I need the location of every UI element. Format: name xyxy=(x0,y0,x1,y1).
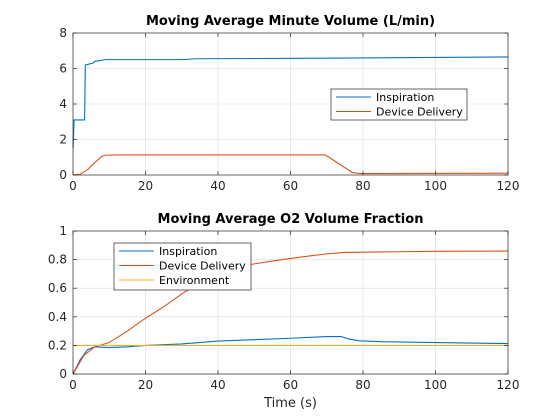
x-tick-label: 60 xyxy=(283,179,298,193)
o2-fraction-ticks: 0 20 40 60 80 100 120 0 0.2 0.4 0.6 0.8 1 xyxy=(48,224,520,392)
x-tick-label: 0 xyxy=(69,378,77,392)
legend-label: Inspiration xyxy=(376,91,434,104)
x-tick-label: 80 xyxy=(355,179,370,193)
legend-box xyxy=(330,88,468,121)
legend-label: Device Delivery xyxy=(159,260,246,273)
x-tick-label: 80 xyxy=(355,378,370,392)
x-tick-label: 60 xyxy=(283,378,298,392)
y-tick-label: 0.2 xyxy=(48,338,67,352)
legend-label: Environment xyxy=(159,274,230,287)
series-line-device-delivery xyxy=(72,154,509,176)
y-tick-label: 8 xyxy=(59,26,67,40)
x-tick-label: 20 xyxy=(138,179,153,193)
o2-fraction-title: Moving Average O2 Volume Fraction xyxy=(158,212,424,227)
y-tick-label: 2 xyxy=(59,133,67,147)
x-tick-label: 0 xyxy=(69,179,77,193)
y-tick-label: 1 xyxy=(59,224,67,238)
x-tick-label: 40 xyxy=(210,378,225,392)
y-tick-label: 0.4 xyxy=(48,310,67,324)
y-tick-label: 0 xyxy=(59,168,67,182)
minute-volume-series xyxy=(72,56,509,176)
x-tick-label: 20 xyxy=(138,378,153,392)
x-tick-label: 100 xyxy=(424,179,447,193)
o2-fraction-xlabel: Time (s) xyxy=(263,396,317,411)
y-tick-label: 4 xyxy=(59,97,67,111)
minute-volume-legend: Inspiration Device Delivery xyxy=(330,88,468,121)
y-tick-label: 0 xyxy=(59,367,67,381)
legend-label: Inspiration xyxy=(159,245,217,258)
x-tick-label: 100 xyxy=(424,378,447,392)
y-tick-label: 0.6 xyxy=(48,281,67,295)
series-line-inspiration xyxy=(72,56,509,149)
y-tick-label: 6 xyxy=(59,62,67,76)
o2-fraction-chart: 0 20 40 60 80 100 120 0 0.2 0.4 0.6 0.8 1 Moving Ave… xyxy=(48,212,520,411)
legend-label: Device Delivery xyxy=(376,106,463,119)
y-tick-label: 0.8 xyxy=(48,253,67,267)
minute-volume-chart: 0 20 40 60 80 100 120 0 2 4 6 8 Moving Average Minu… xyxy=(59,14,519,193)
x-tick-label: 40 xyxy=(210,179,225,193)
minute-volume-title: Moving Average Minute Volume (L/min) xyxy=(146,14,435,29)
x-tick-label: 120 xyxy=(497,378,520,392)
minute-volume-ticks: 0 20 40 60 80 100 120 0 2 4 6 8 xyxy=(59,26,519,193)
x-tick-label: 120 xyxy=(497,179,520,193)
